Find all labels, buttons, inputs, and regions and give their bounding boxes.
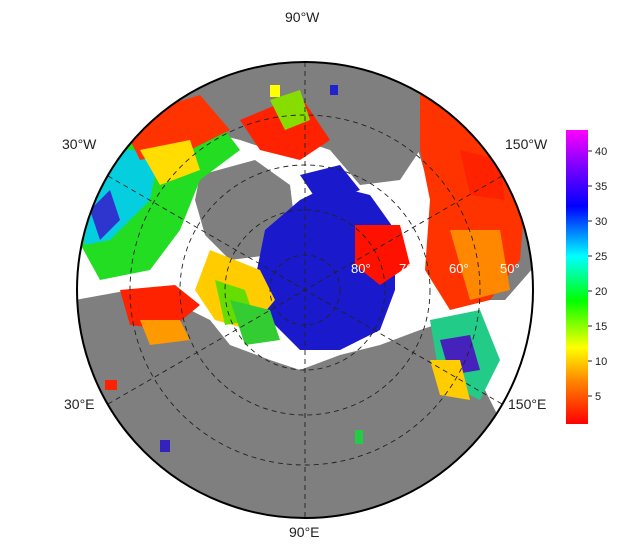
- colorbar-tick-label: 35: [595, 181, 607, 193]
- lat-label-50: 50°: [500, 261, 520, 276]
- map-disc: [77, 62, 533, 518]
- lat-label-80: 80°: [351, 261, 371, 276]
- colorbar-tick-label: 40: [595, 146, 607, 158]
- lon-label-lower-right: 150°E: [508, 396, 547, 412]
- colorbar-bar: [566, 130, 588, 424]
- graticule: [107, 62, 503, 518]
- colorbar-tick-label: 15: [595, 321, 607, 333]
- colorbar-ticks: 5 10 15 20 25 30 35 40: [588, 146, 607, 403]
- lon-label-top: 90°W: [285, 9, 320, 25]
- colorbar: 5 10 15 20 25 30 35 40: [566, 130, 607, 424]
- lat-label-70: 70°: [399, 261, 419, 276]
- lon-label-lower-left: 30°E: [64, 396, 95, 412]
- lon-label-upper-right: 150°W: [505, 136, 548, 152]
- colorbar-tick-label: 25: [595, 251, 607, 263]
- lat-label-60: 60°: [449, 261, 469, 276]
- map-outline: [76, 61, 534, 519]
- lon-label-upper-left: 30°W: [62, 136, 97, 152]
- lon-label-bottom: 90°E: [289, 524, 320, 540]
- colorbar-tick-label: 10: [595, 356, 607, 368]
- data-field: [78, 85, 525, 452]
- colorbar-tick-label: 30: [595, 216, 607, 228]
- colorbar-tick-label: 20: [595, 286, 607, 298]
- colorbar-tick-label: 5: [595, 391, 601, 403]
